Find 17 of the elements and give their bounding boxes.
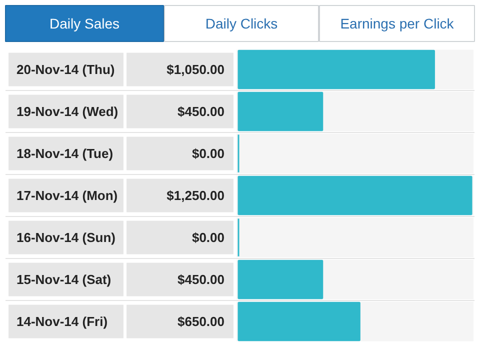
- y-tick-label: 18-Nov-14 (Tue): [16, 146, 114, 161]
- y-tick-label: 14-Nov-14 (Fri): [16, 314, 108, 329]
- y-tick-label: 20-Nov-14 (Thu): [16, 62, 115, 77]
- data-label: $1,050.00: [166, 62, 225, 77]
- y-tick-label: 17-Nov-14 (Mon): [16, 188, 118, 203]
- data-label: $450.00: [178, 272, 225, 287]
- data-label: $0.00: [192, 230, 225, 245]
- y-tick-label: 19-Nov-14 (Wed): [16, 104, 118, 119]
- data-label: $650.00: [178, 314, 225, 329]
- data-label: $450.00: [178, 104, 225, 119]
- text: Daily Sales: [49, 16, 120, 32]
- y-tick-label: 16-Nov-14 (Sun): [16, 230, 116, 245]
- data-label: $1,250.00: [166, 188, 225, 203]
- text: Daily Clicks: [205, 16, 278, 32]
- data-label: $0.00: [192, 146, 225, 161]
- y-tick-label: 15-Nov-14 (Sat): [16, 272, 112, 287]
- text: Earnings per Click: [340, 16, 455, 32]
